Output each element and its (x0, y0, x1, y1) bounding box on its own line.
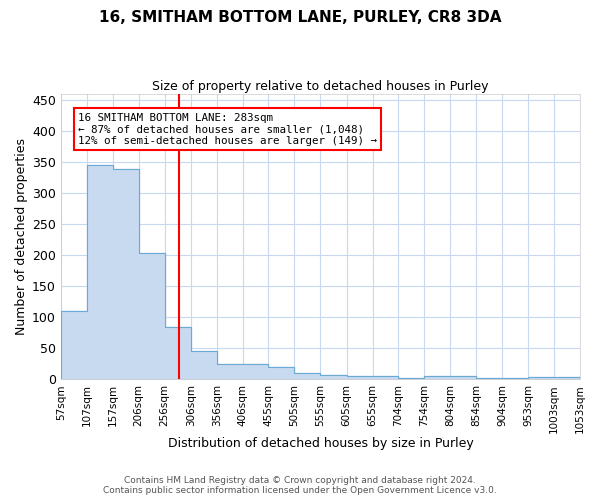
Text: Contains HM Land Registry data © Crown copyright and database right 2024.
Contai: Contains HM Land Registry data © Crown c… (103, 476, 497, 495)
Title: Size of property relative to detached houses in Purley: Size of property relative to detached ho… (152, 80, 489, 93)
Y-axis label: Number of detached properties: Number of detached properties (15, 138, 28, 336)
X-axis label: Distribution of detached houses by size in Purley: Distribution of detached houses by size … (167, 437, 473, 450)
Text: 16, SMITHAM BOTTOM LANE, PURLEY, CR8 3DA: 16, SMITHAM BOTTOM LANE, PURLEY, CR8 3DA (99, 10, 501, 25)
Text: 16 SMITHAM BOTTOM LANE: 283sqm
← 87% of detached houses are smaller (1,048)
12% : 16 SMITHAM BOTTOM LANE: 283sqm ← 87% of … (78, 113, 377, 146)
